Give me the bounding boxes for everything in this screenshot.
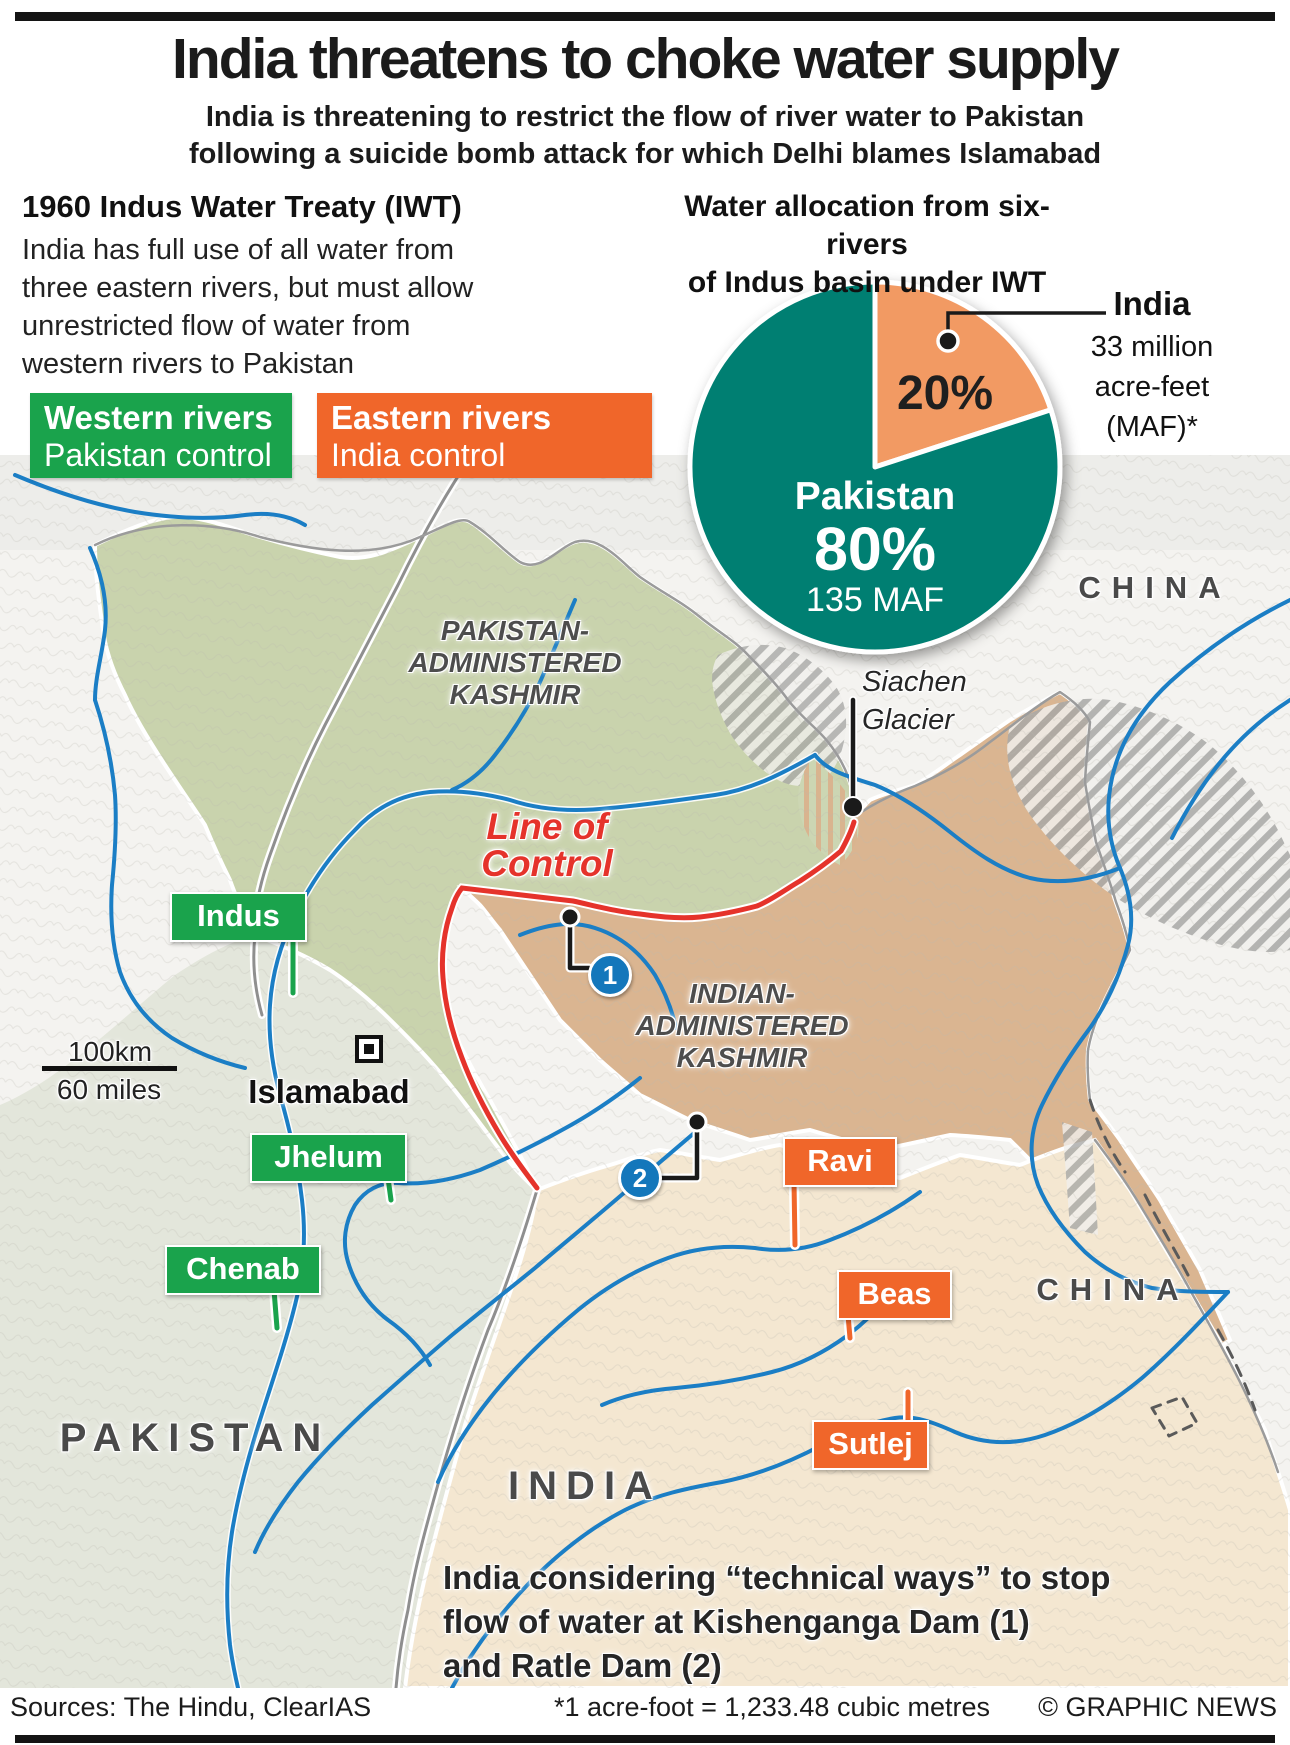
pie-india-line2: acre-feet bbox=[1094, 371, 1210, 403]
ratle-dot bbox=[686, 1111, 708, 1133]
indian-kashmir-line1: INDIAN- bbox=[689, 978, 795, 1009]
label-pakistan: PAKISTAN bbox=[59, 1416, 331, 1460]
indian-kashmir-line2: ADMINISTERED bbox=[635, 1010, 849, 1041]
marker-ratle-2: 2 bbox=[618, 1156, 662, 1200]
note-line1: India considering “technical ways” to st… bbox=[443, 1559, 1111, 1596]
indian-kashmir-line3: KASHMIR bbox=[676, 1042, 808, 1073]
label-china-east: CHINA bbox=[1036, 1272, 1190, 1307]
pie-pakistan-amount: 135 MAF bbox=[806, 581, 944, 619]
loc-line1: Line of bbox=[486, 806, 608, 847]
map-note: India considering “technical ways” to st… bbox=[443, 1556, 1110, 1688]
legend-eastern-rivers: Eastern rivers India control bbox=[317, 393, 652, 478]
note-line3: and Ratle Dam (2) bbox=[443, 1647, 722, 1684]
footer-sources: Sources: The Hindu, ClearIAS bbox=[10, 1692, 372, 1722]
legend-eastern-title: Eastern rivers bbox=[331, 399, 552, 436]
note-line2: flow of water at Kishenganga Dam (1) bbox=[443, 1603, 1030, 1640]
legend-western-title: Western rivers bbox=[44, 399, 273, 436]
treaty-line2: three eastern rivers, but must allow bbox=[22, 272, 474, 304]
legend-western-rivers: Western rivers Pakistan control bbox=[30, 393, 292, 478]
subtitle-line1: India is threatening to restrict the flo… bbox=[205, 101, 1085, 133]
treaty-line3: unrestricted flow of water from bbox=[22, 310, 411, 342]
label-china-north: CHINA bbox=[1078, 570, 1232, 605]
label-line-of-control: Line of Control bbox=[481, 808, 613, 882]
kishenganga-dot bbox=[559, 906, 581, 928]
marker-kishenganga-1: 1 bbox=[588, 953, 632, 997]
treaty-body: India has full use of all water from thr… bbox=[22, 231, 473, 383]
subtitle-line2: following a suicide bomb attack for whic… bbox=[188, 138, 1102, 170]
river-label-sutlej: Sutlej bbox=[812, 1420, 929, 1470]
page-subtitle: India is threatening to restrict the flo… bbox=[0, 99, 1290, 173]
pie-chart bbox=[687, 279, 1063, 655]
pak-kashmir-line1: PAKISTAN- bbox=[440, 615, 590, 646]
legend-eastern-subtitle: India control bbox=[331, 437, 506, 473]
top-rule bbox=[15, 12, 1275, 21]
treaty-heading: 1960 Indus Water Treaty (IWT) bbox=[22, 189, 462, 224]
scale-miles: 60 miles bbox=[56, 1074, 162, 1105]
treaty-line4: western rivers to Pakistan bbox=[22, 348, 355, 380]
pie-india-line1: 33 million bbox=[1090, 331, 1214, 363]
river-label-beas: Beas bbox=[837, 1270, 952, 1320]
river-label-indus: Indus bbox=[170, 892, 307, 942]
label-india: INDIA bbox=[508, 1464, 662, 1508]
pie-slice-pakistan bbox=[687, 279, 1063, 655]
siachen-line1: Siachen bbox=[862, 666, 967, 698]
pie-india-percent: 20% bbox=[896, 367, 994, 420]
river-label-ravi: Ravi bbox=[783, 1137, 897, 1187]
capital-name: Islamabad bbox=[248, 1073, 410, 1110]
legend-western-subtitle: Pakistan control bbox=[44, 437, 272, 473]
bottom-rule bbox=[15, 1735, 1275, 1743]
treaty-line1: India has full use of all water from bbox=[22, 234, 454, 266]
pie-india-label: India bbox=[1113, 285, 1191, 322]
scale-km: 100km bbox=[67, 1036, 153, 1067]
pie-slice-india bbox=[872, 279, 1054, 470]
map-region-art bbox=[0, 455, 1290, 1688]
pie-india-annotation: India 33 million acre-feet (MAF)* bbox=[1091, 281, 1214, 447]
label-pakistan-kashmir: PAKISTAN- ADMINISTERED KASHMIR bbox=[408, 615, 621, 711]
river-label-chenab: Chenab bbox=[165, 1245, 321, 1295]
marker-2-number: 2 bbox=[632, 1162, 648, 1193]
label-siachen-glacier: Siachen Glacier bbox=[862, 663, 967, 739]
capital-icon bbox=[355, 1035, 383, 1063]
scale-bar bbox=[42, 1066, 177, 1071]
pie-pakistan-percent: 80% bbox=[813, 515, 937, 583]
page-title: India threatens to choke water supply bbox=[172, 27, 1120, 91]
pie-title: Water allocation from six-rivers of Indu… bbox=[656, 188, 1079, 302]
pie-pakistan-group: Pakistan 80% 135 MAF bbox=[795, 476, 955, 620]
pak-kashmir-line2: ADMINISTERED bbox=[408, 647, 622, 678]
footer-conversion: *1 acre-foot = 1,233.48 cubic metres bbox=[554, 1692, 990, 1722]
river-label-jhelum: Jhelum bbox=[250, 1133, 407, 1183]
pie-title-line1: Water allocation from six-rivers bbox=[684, 190, 1050, 261]
pie-india-line3: (MAF)* bbox=[1106, 411, 1198, 443]
siachen-dot bbox=[842, 796, 864, 818]
footer-credit: © GRAPHIC NEWS bbox=[1038, 1692, 1277, 1722]
pie-title-line2: of Indus basin under IWT bbox=[687, 266, 1047, 299]
siachen-line2: Glacier bbox=[862, 704, 954, 736]
loc-line2: Control bbox=[481, 843, 613, 884]
india-callout bbox=[936, 311, 1106, 353]
pak-kashmir-line3: KASHMIR bbox=[449, 679, 581, 710]
pie-pakistan-label: Pakistan bbox=[794, 475, 956, 518]
label-indian-kashmir: INDIAN- ADMINISTERED KASHMIR bbox=[635, 978, 848, 1074]
marker-1-number: 1 bbox=[602, 959, 618, 990]
